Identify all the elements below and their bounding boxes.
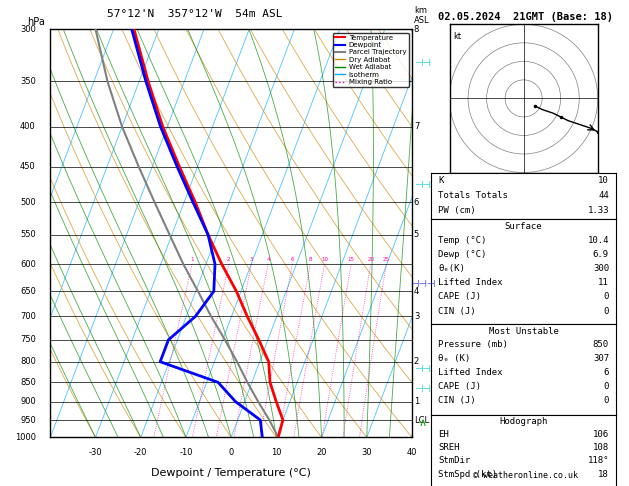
Text: kt: kt [454,32,461,41]
Text: hPa: hPa [27,17,45,27]
Text: km
ASL: km ASL [414,6,430,25]
Text: 20: 20 [316,448,327,457]
Text: 900: 900 [20,397,36,406]
Text: StmSpd (kt): StmSpd (kt) [438,469,498,479]
Text: 30: 30 [362,448,372,457]
Text: 5: 5 [414,230,419,239]
Text: 118°: 118° [587,456,609,465]
Text: 350: 350 [20,77,36,86]
Text: 300: 300 [593,264,609,273]
Text: Dewpoint / Temperature (°C): Dewpoint / Temperature (°C) [151,468,311,478]
Text: 0: 0 [604,382,609,392]
Text: 750: 750 [20,335,36,345]
Text: 44: 44 [598,191,609,200]
Text: 6: 6 [291,257,294,262]
Text: 4: 4 [266,257,270,262]
Text: 7: 7 [414,122,419,131]
Text: © weatheronline.co.uk: © weatheronline.co.uk [473,471,577,480]
Text: 18: 18 [598,469,609,479]
Text: 950: 950 [20,416,36,424]
Text: 800: 800 [20,357,36,366]
Text: ⊣⊣: ⊣⊣ [414,384,431,394]
Text: CAPE (J): CAPE (J) [438,382,481,392]
Text: Hodograph: Hodograph [499,417,548,426]
Text: K: K [438,176,443,186]
Text: 10: 10 [598,176,609,186]
Text: CIN (J): CIN (J) [438,397,476,405]
Text: 6: 6 [604,368,609,378]
Text: 108: 108 [593,443,609,452]
Text: 57°12'N  357°12'W  54m ASL: 57°12'N 357°12'W 54m ASL [107,9,283,19]
Text: Lifted Index: Lifted Index [438,368,503,378]
Text: -20: -20 [134,448,147,457]
Text: θₑ(K): θₑ(K) [438,264,465,273]
Text: 40: 40 [407,448,417,457]
Text: -10: -10 [179,448,192,457]
Text: Pressure (mb): Pressure (mb) [438,341,508,349]
Text: ⊣⊣: ⊣⊣ [414,58,431,68]
Text: 600: 600 [20,260,36,269]
Text: 0: 0 [604,293,609,301]
Text: 6.9: 6.9 [593,250,609,259]
Text: 1: 1 [414,397,419,406]
Text: 2: 2 [227,257,230,262]
Text: Most Unstable: Most Unstable [489,327,559,336]
Text: 10: 10 [271,448,282,457]
Text: Totals Totals: Totals Totals [438,191,508,200]
Text: ⊣⊣: ⊣⊣ [414,364,431,374]
Text: 400: 400 [20,122,36,131]
Text: 2: 2 [414,357,419,366]
Text: 650: 650 [20,287,36,296]
Text: SREH: SREH [438,443,460,452]
Text: CIN (J): CIN (J) [438,307,476,315]
Text: 8: 8 [414,25,419,34]
Text: Mixing Ratio (g/kg): Mixing Ratio (g/kg) [440,193,449,273]
Text: EH: EH [438,430,449,439]
Text: 20: 20 [367,257,374,262]
Text: ⊣⊣⊣: ⊣⊣⊣ [410,279,435,289]
Text: 1000: 1000 [15,433,36,442]
Text: 500: 500 [20,198,36,207]
Text: 550: 550 [20,230,36,239]
Text: Surface: Surface [505,222,542,231]
Text: 307: 307 [593,354,609,364]
Text: 700: 700 [20,312,36,321]
Text: PW (cm): PW (cm) [438,206,476,215]
Legend: Temperature, Dewpoint, Parcel Trajectory, Dry Adiabat, Wet Adiabat, Isotherm, Mi: Temperature, Dewpoint, Parcel Trajectory… [333,33,408,87]
Text: 8: 8 [309,257,312,262]
Text: 10.4: 10.4 [587,236,609,244]
Text: 02.05.2024  21GMT (Base: 18): 02.05.2024 21GMT (Base: 18) [438,12,613,22]
Text: 15: 15 [348,257,355,262]
Text: 1.33: 1.33 [587,206,609,215]
Text: -30: -30 [89,448,103,457]
Text: 106: 106 [593,430,609,439]
Text: 850: 850 [20,378,36,387]
Text: CAPE (J): CAPE (J) [438,293,481,301]
Text: Temp (°C): Temp (°C) [438,236,487,244]
Text: 4: 4 [414,287,419,296]
Text: 0: 0 [228,448,234,457]
Text: ⊣⊣: ⊣⊣ [414,180,431,190]
Text: 6: 6 [414,198,419,207]
Text: 0: 0 [604,307,609,315]
Text: 300: 300 [20,25,36,34]
Text: 10: 10 [321,257,328,262]
Text: Dewp (°C): Dewp (°C) [438,250,487,259]
Text: Lifted Index: Lifted Index [438,278,503,287]
Text: θₑ (K): θₑ (K) [438,354,470,364]
Text: ∧: ∧ [419,418,426,428]
Text: 11: 11 [598,278,609,287]
Text: 450: 450 [20,162,36,171]
Text: 850: 850 [593,341,609,349]
Text: 3: 3 [250,257,253,262]
Text: LCL: LCL [414,416,429,424]
Text: StmDir: StmDir [438,456,470,465]
Text: 0: 0 [604,397,609,405]
Text: 25: 25 [382,257,390,262]
Text: 3: 3 [414,312,419,321]
Text: 1: 1 [191,257,194,262]
